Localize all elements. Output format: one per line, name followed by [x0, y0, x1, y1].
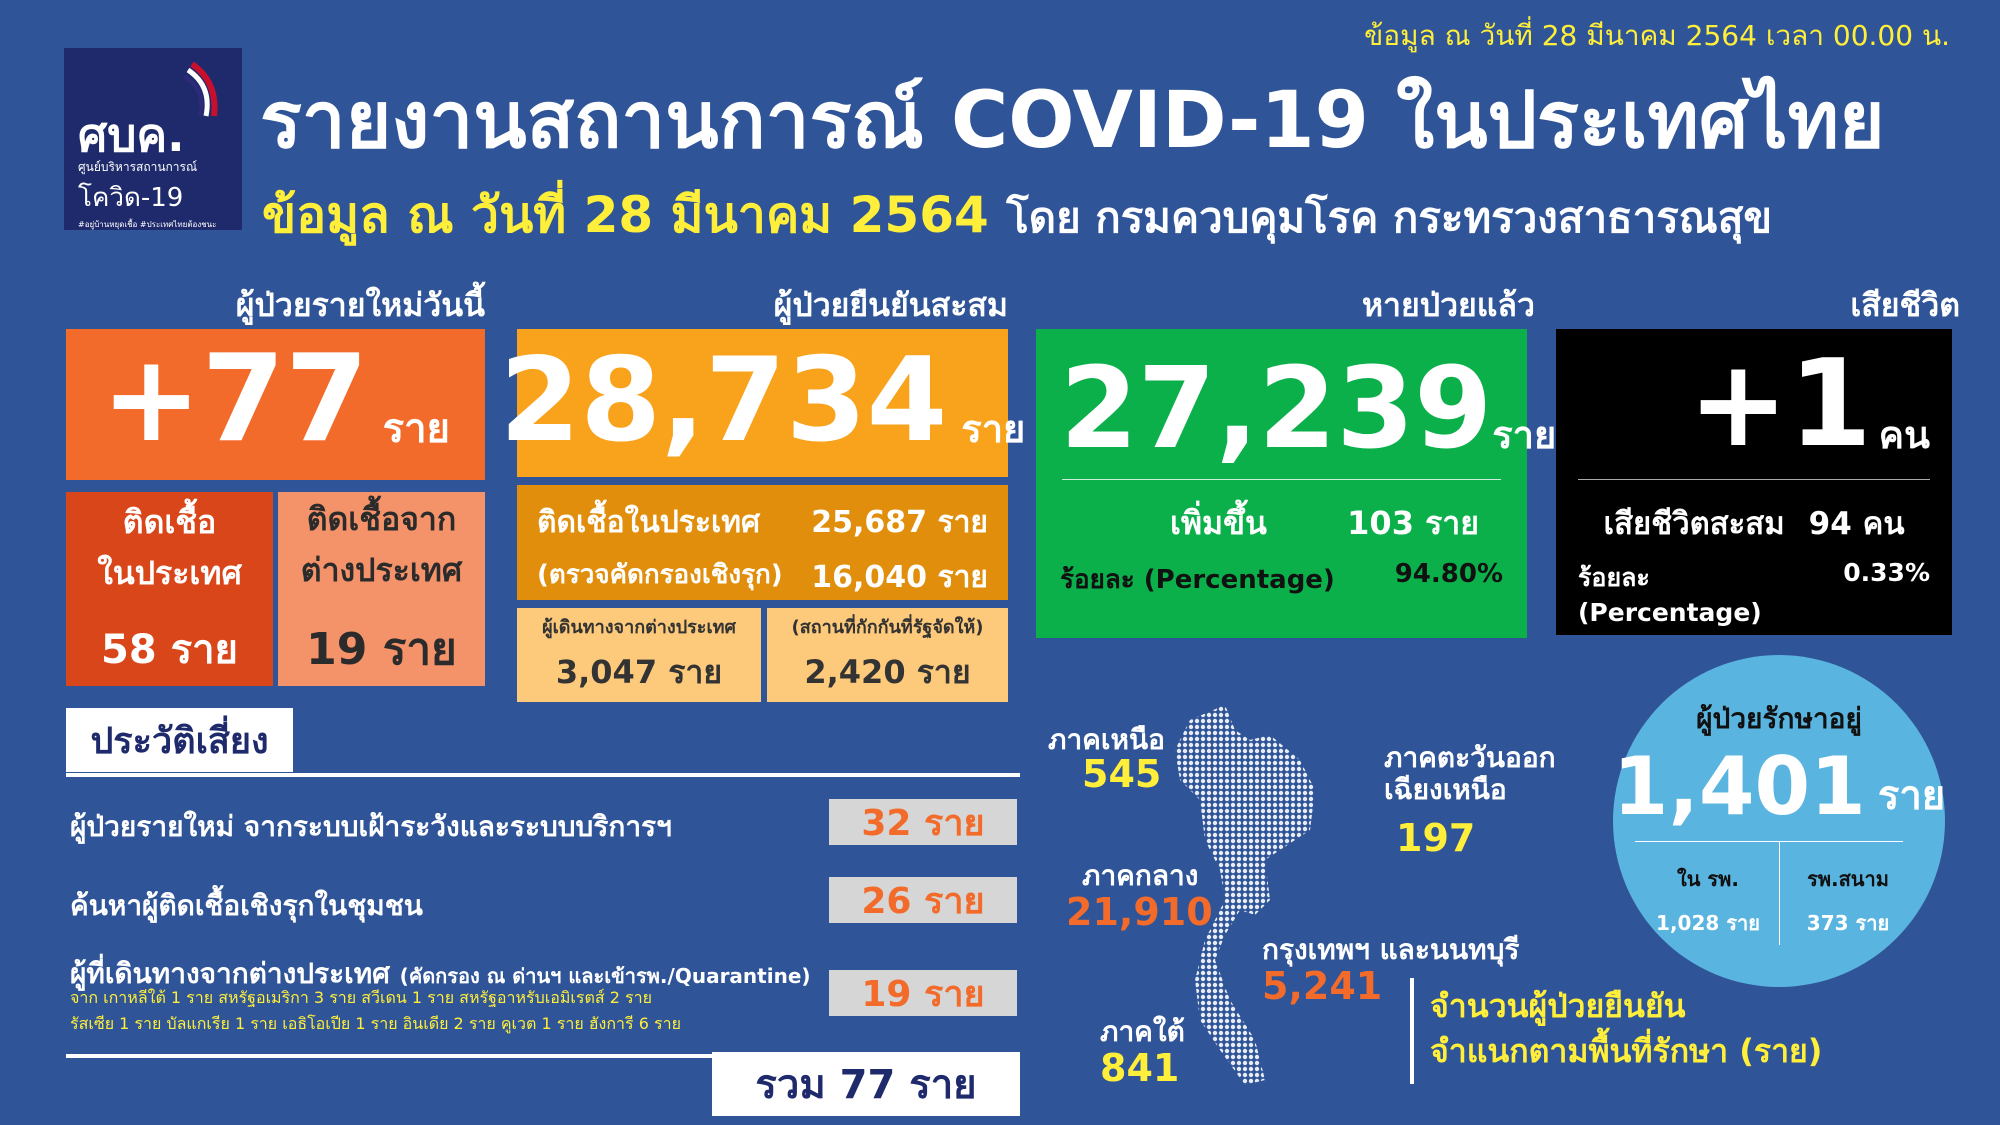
- deaths-cum-label: เสียชีวิตสะสม: [1603, 506, 1785, 542]
- logo-tag: #อยู่บ้านหยุดเชื้อ #ประเทศไทยต้องชนะ: [78, 220, 217, 229]
- map-legend-line2: จำแนกตามพื้นที่รักษา (ราย): [1430, 1031, 1823, 1070]
- risk-header: ประวัติเสี่ยง: [66, 708, 293, 772]
- risk-divider: [66, 773, 1020, 777]
- logo: ศบค. ศูนย์บริหารสถานการณ์ โควิด-19 #อยู่…: [64, 48, 242, 230]
- new-cases-value: +77: [101, 330, 369, 469]
- risk-row-imported: ผู้ที่เดินทางจากต่างประเทศ (คัดกรอง ณ ด่…: [70, 952, 811, 996]
- treating-circle: ผู้ป่วยรักษาอยู่ 1,401 ราย ใน รพ. 1,028 …: [1613, 655, 1945, 987]
- travel-label: ผู้เดินทางจากต่างประเทศ: [542, 617, 736, 638]
- new-cases-header: ผู้ป่วยรายใหม่วันนี้: [235, 286, 485, 324]
- map-legend-line1: จำนวนผู้ป่วยยืนยัน: [1430, 987, 1686, 1025]
- risk-row-imported-value: 19 ราย: [829, 970, 1017, 1016]
- risk-row-surveillance-value: 32 ราย: [829, 799, 1017, 845]
- region-central-value: 21,910: [1066, 890, 1213, 934]
- hosp-label: ใน รพ.: [1677, 867, 1739, 891]
- recovered-inc-value: 103 ราย: [1347, 504, 1479, 542]
- recovered-value: 27,239: [1060, 344, 1493, 474]
- imported-label1: ติดเชื้อจาก: [306, 500, 457, 538]
- risk-row-imported-note: (คัดกรอง ณ ด่านฯ และเข้ารพ./Quarantine): [399, 964, 811, 988]
- imported-new-card: ติดเชื้อจาก ต่างประเทศ 19 ราย: [278, 492, 485, 686]
- risk-row-imported-label: ผู้ที่เดินทางจากต่างประเทศ: [70, 957, 390, 990]
- recovered-header: หายป่วยแล้ว: [1361, 286, 1535, 324]
- quarantine-label: (สถานที่กักกันที่รัฐจัดให้): [791, 617, 984, 638]
- legend-divider: [1410, 978, 1414, 1084]
- field-hosp-label: รพ.สนาม: [1807, 867, 1889, 891]
- deaths-pct-value: 0.33%: [1843, 558, 1930, 587]
- recovered-pct-label: ร้อยละ (Percentage): [1060, 565, 1335, 595]
- recovered-pct-value: 94.80%: [1394, 559, 1503, 589]
- treating-unit: ราย: [1877, 773, 1946, 819]
- travel-card: ผู้เดินทางจากต่างประเทศ 3,047 ราย: [517, 608, 761, 702]
- cumulative-value: 28,734: [499, 333, 948, 468]
- logo-text: ศบค.: [78, 108, 185, 162]
- active-label: (ตรวจคัดกรองเชิงรุก): [537, 560, 783, 590]
- deaths-value: +1: [1688, 335, 1873, 474]
- local-new-card: ติดเชื้อ ในประเทศ 58 ราย: [66, 492, 273, 686]
- treating-value: 1,401: [1612, 740, 1866, 833]
- subtitle-date: ข้อมูล ณ วันที่ 28 มีนาคม 2564: [262, 186, 989, 244]
- risk-total: รวม 77 ราย: [712, 1052, 1020, 1116]
- region-south-value: 841: [1100, 1046, 1180, 1090]
- deaths-header: เสียชีวิต: [1850, 286, 1960, 324]
- logo-line2: โควิด-19: [78, 183, 184, 213]
- date-note: ข้อมูล ณ วันที่ 28 มีนาคม 2564 เวลา 00.0…: [1364, 19, 1950, 52]
- region-bangkok-label: กรุงเทพฯ และนนทบุรี: [1262, 933, 1520, 966]
- recovered-unit: ราย: [1492, 413, 1557, 457]
- region-bangkok-value: 5,241: [1262, 964, 1383, 1008]
- new-cases-unit: ราย: [382, 406, 450, 452]
- recovered-card: 27,239 ราย เพิ่มขึ้น 103 ราย ร้อยละ (Perc…: [1036, 329, 1556, 638]
- logo-line1: ศูนย์บริหารสถานการณ์: [78, 160, 198, 174]
- cumulative-header: ผู้ป่วยยืนยันสะสม: [773, 286, 1008, 324]
- deaths-pct-label: ร้อยละ (Percentage): [1578, 563, 1762, 627]
- quarantine-value: 2,420 ราย: [804, 653, 971, 691]
- risk-row-community-label: ค้นหาผู้ติดเชื้อเชิงรุกในชุมชน: [70, 889, 423, 922]
- quarantine-card: (สถานที่กักกันที่รัฐจัดให้) 2,420 ราย: [767, 608, 1008, 702]
- region-central-label: ภาคกลาง: [1082, 859, 1199, 892]
- deaths-cum-value: 94 คน: [1808, 506, 1905, 542]
- travel-value: 3,047 ราย: [555, 653, 723, 691]
- deaths-unit: คน: [1878, 413, 1930, 457]
- local-cum-label: ติดเชื้อในประเทศ: [537, 505, 761, 540]
- subtitle: ข้อมูล ณ วันที่ 28 มีนาคม 2564 โดย กรมคว…: [262, 176, 1772, 255]
- treating-header: ผู้ป่วยรักษาอยู่: [1696, 702, 1862, 735]
- imported-value: 19 ราย: [306, 624, 457, 675]
- imported-detail-1: จาก เกาหลีใต้ 1 ราย สหรัฐอเมริกา 3 ราย ส…: [70, 988, 652, 1007]
- cumulative-unit: ราย: [961, 407, 1026, 451]
- region-north-label: ภาคเหนือ: [1048, 723, 1165, 756]
- region-north-value: 545: [1082, 752, 1162, 796]
- total-divider: [66, 1054, 726, 1058]
- subtitle-source: โดย กรมควบคุมโรค กระทรวงสาธารณสุข: [1006, 193, 1773, 242]
- hosp-value: 1,028 ราย: [1656, 911, 1760, 935]
- page-title: รายงานสถานการณ์ COVID-19 ในประเทศไทย: [260, 76, 1885, 166]
- recovered-inc-label: เพิ่มขึ้น: [1170, 504, 1267, 542]
- local-cum-value: 25,687 ราย: [811, 505, 988, 540]
- local-label2: ในประเทศ: [97, 554, 242, 592]
- region-northeast-value: 197: [1396, 816, 1476, 860]
- imported-detail-2: รัสเซีย 1 ราย บัลแกเรีย 1 ราย เอธิโอเปีย…: [70, 1014, 681, 1033]
- cumulative-breakdown: ติดเชื้อในประเทศ 25,687 ราย (ตรวจคัดกรองเ…: [517, 485, 1008, 600]
- thailand-map-icon: [1175, 705, 1315, 1085]
- risk-row-surveillance-label: ผู้ป่วยรายใหม่ จากระบบเฝ้าระวังและระบบบร…: [70, 810, 672, 843]
- map-legend: จำนวนผู้ป่วยยืนยัน จำแนกตามพื้นที่รักษา …: [1430, 984, 1822, 1074]
- region-northeast-label: ภาคตะวันออกเฉียงเหนือ: [1384, 741, 1556, 807]
- active-value: 16,040 ราย: [811, 560, 988, 595]
- local-value: 58 ราย: [101, 627, 238, 673]
- risk-row-community-value: 26 ราย: [829, 877, 1017, 923]
- region-south-label: ภาคใต้: [1100, 1015, 1185, 1048]
- thai-flag-icon: [184, 62, 218, 117]
- deaths-card: +1 คน เสียชีวิตสะสม 94 คน ร้อยละ (Percent…: [1556, 329, 1952, 635]
- new-cases-card: +77 ราย: [66, 329, 485, 480]
- imported-label2: ต่างประเทศ: [300, 551, 463, 589]
- local-label1: ติดเชื้อ: [122, 503, 217, 541]
- cumulative-card: 28,734 ราย: [500, 329, 1025, 477]
- field-hosp-value: 373 ราย: [1806, 911, 1890, 935]
